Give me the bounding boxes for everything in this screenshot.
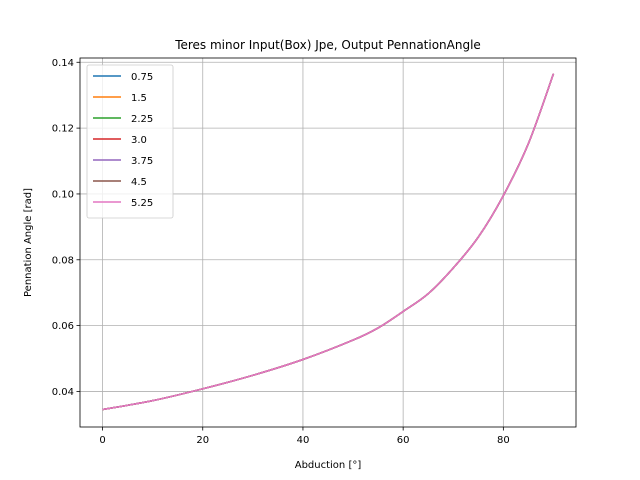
y-tick-label: 0.06	[52, 321, 74, 332]
plot-frame	[79, 57, 577, 428]
x-axis-label: Abduction [°]	[295, 460, 362, 471]
x-tick-label: 80	[497, 435, 510, 446]
y-axis-label: Pennation Angle [rad]	[23, 188, 34, 297]
y-tick-label: 0.04	[52, 387, 74, 398]
legend-label: 0.75	[131, 72, 153, 83]
x-tick-label: 60	[397, 435, 410, 446]
y-tick-label: 0.14	[52, 58, 74, 69]
ticks: 0 20 40 60 80 0.04 0.06 0.08 0.10 0.12 0.14	[52, 58, 510, 446]
legend-label: 5.25	[131, 198, 153, 209]
legend-label: 3.0	[131, 135, 147, 146]
legend: 0.75 1.5 2.25 3.0 3.75 4.5 5.25	[86, 64, 174, 219]
x-tick-label: 20	[196, 435, 209, 446]
series-group	[102, 73, 555, 411]
series-line-5-25	[102, 73, 555, 411]
y-tick-label: 0.10	[52, 189, 74, 200]
y-tick-label: 0.12	[52, 124, 74, 135]
legend-box	[86, 64, 174, 219]
legend-label: 4.5	[131, 177, 147, 188]
legend-label: 1.5	[131, 93, 147, 104]
legend-label: 2.25	[131, 114, 153, 125]
x-tick-label: 40	[297, 435, 310, 446]
legend-label: 3.75	[131, 156, 153, 167]
chart-title: Teres minor Input(Box) Jpe, Output Penna…	[174, 38, 481, 52]
y-tick-label: 0.08	[52, 255, 74, 266]
x-tick-label: 0	[99, 435, 105, 446]
